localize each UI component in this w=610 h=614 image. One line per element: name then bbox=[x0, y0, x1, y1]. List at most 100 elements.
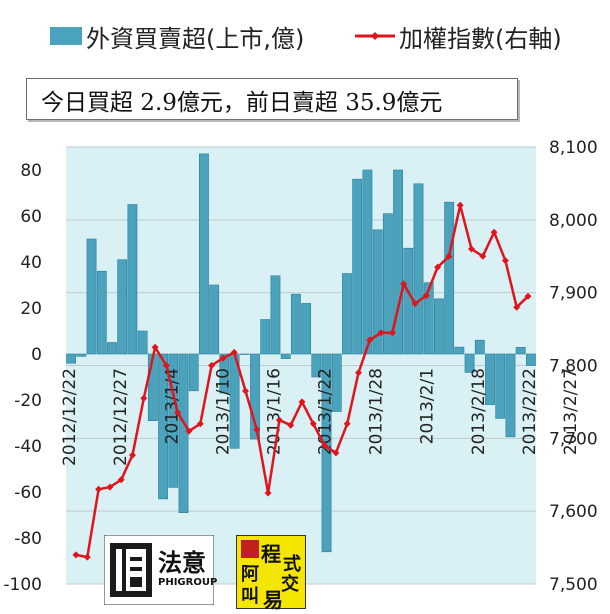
index-point-5 bbox=[129, 451, 136, 459]
index-point-24 bbox=[343, 420, 351, 428]
index-point-31 bbox=[422, 292, 430, 300]
index-point-9 bbox=[174, 409, 182, 417]
index-point-13 bbox=[219, 354, 227, 362]
bar-21 bbox=[280, 353, 291, 359]
index-point-10 bbox=[185, 427, 193, 435]
left-axis-tick-6: 20 bbox=[20, 299, 42, 319]
logo-char-6: 易 bbox=[263, 588, 283, 612]
bar-20 bbox=[270, 275, 281, 355]
bar-8 bbox=[147, 353, 158, 421]
logo-char-2: 式 bbox=[283, 554, 301, 575]
index-point-32 bbox=[434, 263, 442, 271]
logo-char-3: 阿 bbox=[241, 564, 259, 585]
legend-bar-swatch bbox=[50, 27, 82, 45]
right-axis-tick-5: 8,000 bbox=[549, 211, 598, 231]
right-axis-tick-2: 7,700 bbox=[549, 429, 598, 449]
index-point-27 bbox=[377, 329, 385, 337]
phigroup-logo: 法意 PHIGROUP bbox=[103, 534, 217, 606]
bar-12 bbox=[188, 353, 199, 392]
left-axis-tick-4: -20 bbox=[14, 391, 42, 411]
index-point-1 bbox=[83, 553, 91, 561]
left-axis-tick-8: 60 bbox=[20, 207, 42, 227]
bar-35 bbox=[423, 282, 434, 355]
index-point-34 bbox=[456, 201, 464, 209]
bar-23 bbox=[301, 303, 312, 355]
left-axis-tick-7: 40 bbox=[20, 253, 42, 273]
index-point-0 bbox=[72, 551, 80, 559]
index-point-3 bbox=[106, 483, 114, 491]
bar-27 bbox=[342, 273, 352, 355]
index-point-15 bbox=[242, 387, 249, 395]
summary-text: 今日買超 2.9億元，前日賣超 35.9億元 bbox=[41, 90, 443, 116]
index-point-22 bbox=[321, 442, 329, 450]
index-point-23 bbox=[332, 449, 340, 457]
bar-30 bbox=[372, 229, 383, 355]
bar-22 bbox=[290, 293, 301, 355]
left-axis-tick-2: -60 bbox=[14, 483, 42, 503]
index-point-8 bbox=[162, 362, 170, 369]
bar-15 bbox=[219, 353, 230, 394]
bar-38 bbox=[454, 346, 465, 355]
bar-18 bbox=[250, 353, 260, 440]
index-point-16 bbox=[253, 426, 261, 434]
left-axis-tick-9: 80 bbox=[20, 161, 42, 181]
right-axis-tick-0: 7,500 bbox=[549, 575, 598, 595]
bar-41 bbox=[485, 353, 495, 405]
index-point-18 bbox=[275, 416, 283, 424]
bar-39 bbox=[464, 353, 475, 373]
logo-char-1: 程 bbox=[261, 542, 281, 566]
summary-box: 今日買超 2.9億元，前日賣超 35.9億元 bbox=[26, 78, 518, 120]
bar-10 bbox=[168, 353, 179, 488]
left-axis-tick-1: -80 bbox=[14, 529, 42, 549]
bar-3 bbox=[96, 270, 107, 355]
right-axis-tick-6: 8,100 bbox=[549, 138, 598, 158]
index-point-4 bbox=[117, 476, 125, 484]
bar-40 bbox=[474, 339, 485, 355]
index-point-39 bbox=[513, 303, 521, 311]
bar-32 bbox=[393, 169, 403, 355]
x-tick-label-2: 2013/1/4 bbox=[162, 368, 182, 444]
bar-42 bbox=[495, 353, 506, 419]
x-tick-label-3: 2013/1/10 bbox=[213, 368, 233, 455]
x-tick-label-0: 2012/12/22 bbox=[60, 368, 80, 466]
bar-7 bbox=[137, 330, 148, 355]
index-point-38 bbox=[501, 257, 509, 265]
index-point-12 bbox=[208, 362, 216, 369]
left-axis-tick-5: 0 bbox=[31, 345, 42, 365]
right-axis-tick-4: 7,900 bbox=[549, 284, 598, 304]
x-tick-label-9: 2013/2/22 bbox=[520, 368, 540, 455]
index-point-25 bbox=[355, 369, 362, 377]
phigroup-logo-cn: 法意 bbox=[158, 549, 206, 577]
index-point-14 bbox=[230, 348, 238, 356]
index-point-17 bbox=[264, 489, 272, 497]
legend: 外資買賣超(上市,億) 加權指數(右軸) bbox=[0, 18, 610, 54]
bar-5 bbox=[117, 259, 128, 355]
logo-char-5: 叫 bbox=[241, 586, 259, 607]
bar-24 bbox=[311, 353, 322, 378]
index-point-29 bbox=[400, 280, 408, 288]
x-tick-label-1: 2012/12/27 bbox=[111, 368, 131, 466]
index-point-20 bbox=[298, 398, 306, 406]
right-axis-tick-1: 7,600 bbox=[549, 502, 598, 522]
index-point-35 bbox=[468, 245, 475, 253]
left-axis-tick-3: -40 bbox=[14, 437, 42, 457]
index-point-26 bbox=[366, 336, 374, 344]
program-trading-logo-mark bbox=[241, 540, 259, 558]
bar-4 bbox=[107, 342, 117, 355]
bar-36 bbox=[434, 298, 444, 355]
bar-17 bbox=[239, 353, 250, 355]
x-tick-label-5: 2013/1/22 bbox=[316, 368, 336, 455]
legend-item-line[interactable]: 加權指數(右軸) bbox=[355, 18, 562, 54]
index-point-37 bbox=[490, 228, 498, 236]
bar-6 bbox=[127, 204, 138, 355]
right-axis-tick-3: 7,800 bbox=[549, 357, 598, 377]
bar-14 bbox=[209, 284, 220, 355]
x-tick-label-10: 2013/2/27 bbox=[561, 368, 581, 455]
legend-bar-label: 外資買賣超(上市,億) bbox=[86, 24, 305, 53]
bar-9 bbox=[158, 353, 168, 500]
index-point-40 bbox=[524, 292, 532, 300]
x-tick-label-6: 2013/1/28 bbox=[367, 368, 387, 455]
legend-item-bar[interactable]: 外資買賣超(上市,億) bbox=[50, 18, 304, 54]
bar-43 bbox=[505, 353, 516, 438]
